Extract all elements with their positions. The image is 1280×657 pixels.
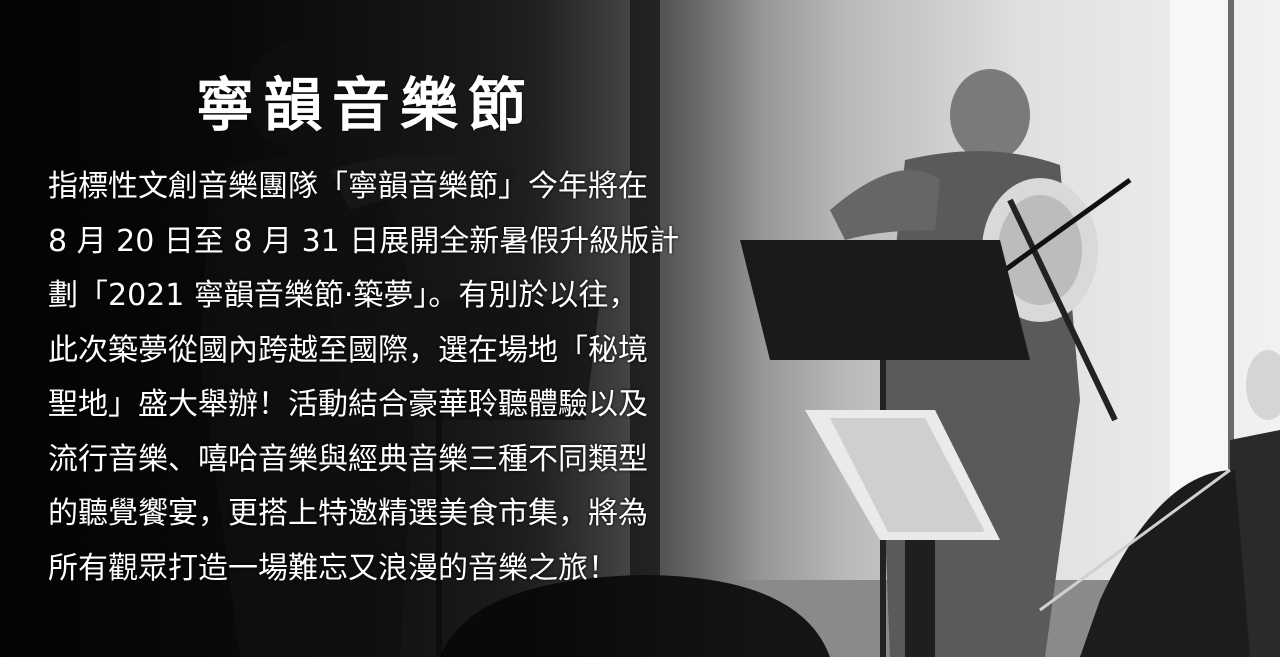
paragraph-line: 的聽覺饗宴，更搭上特邀精選美食市集，將為 — [48, 496, 648, 531]
paragraph-line: 所有觀眾打造一場難忘又浪漫的音樂之旅！ — [48, 550, 618, 586]
paragraph-line: 指標性文創音樂團隊「寧韻音樂節」今年將在 — [48, 169, 648, 204]
paragraph-line: 劃「2021 寧韻音樂節‧築夢」。有別於以往， — [48, 278, 639, 313]
text-overlay — [0, 0, 760, 657]
paragraph-line: 8 月 20 日至 8 月 31 日展開全新暑假升級版計 — [48, 223, 680, 259]
paragraph-line: 聖地」盛大舉辦！活動結合豪華聆聽體驗以及 — [48, 387, 648, 422]
festival-title: 寧韻音樂節 — [196, 71, 537, 139]
paragraph-line: 此次築夢從國內跨越至國際，選在場地「秘境 — [48, 332, 648, 368]
paragraph-line: 流行音樂、嘻哈音樂與經典音樂三種不同類型 — [48, 441, 648, 477]
right-violinist — [830, 69, 1132, 657]
cellist — [1039, 350, 1280, 657]
right-music-stand — [740, 240, 1030, 657]
description-paragraph: 指標性文創音樂團隊「寧韻音樂節」今年將在 8 月 20 日至 8 月 31 日展… — [48, 160, 748, 596]
